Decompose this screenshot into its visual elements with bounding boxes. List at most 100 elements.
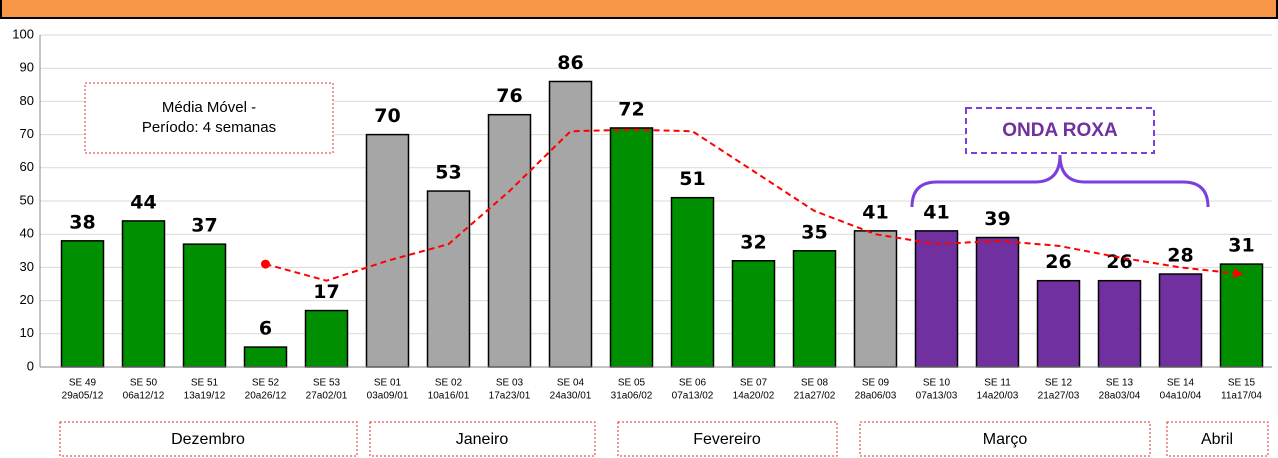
bar xyxy=(609,127,654,368)
x-tick-label: SE 06 xyxy=(679,378,707,389)
x-tick-label: SE 52 xyxy=(252,378,280,389)
x-tick-sublabel: 07a13/03 xyxy=(916,391,958,402)
month-box xyxy=(617,421,838,457)
x-tick-sublabel: 28a03/04 xyxy=(1099,391,1141,402)
y-tick-label: 40 xyxy=(20,226,34,241)
x-tick-sublabel: 10a16/01 xyxy=(428,391,470,402)
note: Média Móvel - xyxy=(162,99,256,116)
value-label: 72 xyxy=(618,98,644,120)
value-label: 17 xyxy=(313,281,339,303)
value-label: 26 xyxy=(1045,251,1071,273)
y-tick-label: 10 xyxy=(20,325,34,340)
value-label: 44 xyxy=(130,191,156,213)
bar xyxy=(670,196,715,368)
value-label: 76 xyxy=(496,85,522,107)
x-tick-label: SE 01 xyxy=(374,378,402,389)
month-label: Janeiro xyxy=(456,431,509,448)
x-tick-sublabel: 11a17/04 xyxy=(1221,391,1262,402)
x-tick-sublabel: 03a09/01 xyxy=(367,391,409,402)
x-tick-label: SE 11 xyxy=(984,378,1011,389)
y-tick-label: 70 xyxy=(20,126,34,141)
value-label: 32 xyxy=(740,231,766,253)
y-tick-label: 100 xyxy=(12,26,34,41)
bar xyxy=(243,346,288,368)
x-tick-label: SE 14 xyxy=(1167,378,1195,389)
value-label: 51 xyxy=(679,168,705,190)
value-label: 31 xyxy=(1228,235,1254,257)
value-label: 53 xyxy=(435,162,461,184)
x-tick-label: SE 15 xyxy=(1228,378,1256,389)
x-tick-sublabel: 31a06/02 xyxy=(611,391,653,402)
value-label: 41 xyxy=(923,201,949,223)
month-label: Dezembro xyxy=(171,431,245,448)
y-tick-label: 80 xyxy=(20,93,34,108)
wave-label: ONDA ROXA xyxy=(1002,120,1118,141)
bar xyxy=(731,260,776,368)
x-tick-label: SE 13 xyxy=(1106,378,1134,389)
x-tick-label: SE 12 xyxy=(1045,378,1073,389)
bar xyxy=(182,243,227,368)
x-tick-sublabel: 21a27/02 xyxy=(794,391,836,402)
x-tick-label: SE 02 xyxy=(435,378,463,389)
month-box xyxy=(369,421,596,457)
x-tick-sublabel: 13a19/12 xyxy=(184,391,226,402)
header-bar xyxy=(0,0,1278,19)
y-tick-label: 90 xyxy=(20,60,34,75)
x-tick-sublabel: 28a06/03 xyxy=(855,391,897,402)
x-tick-sublabel: 14a20/02 xyxy=(733,391,775,402)
moving-average-line xyxy=(265,128,1244,282)
x-tick-label: SE 04 xyxy=(557,378,585,389)
value-label: 28 xyxy=(1167,245,1193,267)
x-tick-sublabel: 29a05/12 xyxy=(62,391,104,402)
x-tick-label: SE 07 xyxy=(740,378,768,389)
value-label: 26 xyxy=(1106,251,1132,273)
x-tick-sublabel: 04a10/04 xyxy=(1160,391,1202,402)
bar xyxy=(548,80,593,368)
value-label: 6 xyxy=(259,318,272,340)
x-tick-label: SE 50 xyxy=(130,378,158,389)
value-label: 70 xyxy=(374,105,400,127)
month-box xyxy=(1166,421,1269,457)
value-label: 35 xyxy=(801,221,827,243)
month-label: Março xyxy=(983,431,1028,448)
value-label: 41 xyxy=(862,201,888,223)
y-tick-label: 20 xyxy=(20,292,34,307)
x-tick-label: SE 51 xyxy=(191,378,219,389)
month-box xyxy=(859,421,1151,457)
months: Dezembro Janeiro Fevereiro Março Abril xyxy=(59,421,1269,457)
y-tick-label: 0 xyxy=(27,358,34,373)
x-tick-sublabel: 21a27/03 xyxy=(1038,391,1080,402)
bar xyxy=(853,230,898,368)
bar xyxy=(792,250,837,368)
x-tick-label: SE 05 xyxy=(618,378,646,389)
bar xyxy=(1219,263,1264,368)
y-tick-label: 50 xyxy=(20,192,34,207)
bar xyxy=(365,133,410,368)
x-tick-sublabel: 27a02/01 xyxy=(306,391,348,402)
x-tick-label: SE 49 xyxy=(69,378,97,389)
line-start xyxy=(261,259,270,269)
brace xyxy=(910,154,1210,208)
x-tick-label: SE 08 xyxy=(801,378,829,389)
bar xyxy=(1158,273,1203,368)
bar xyxy=(426,190,471,368)
bar xyxy=(1097,279,1142,368)
bar xyxy=(1036,279,1081,368)
month-box xyxy=(59,421,358,457)
value-label: 37 xyxy=(191,215,217,237)
bar xyxy=(914,230,959,368)
note-box xyxy=(84,82,334,154)
bar xyxy=(121,220,166,368)
x-tick-sublabel: 17a23/01 xyxy=(489,391,531,402)
value-label: 39 xyxy=(984,208,1010,230)
x-tick-sublabel: 20a26/12 xyxy=(245,391,287,402)
wave-box xyxy=(965,107,1155,154)
value-label: 86 xyxy=(557,52,583,74)
x-tick-label: SE 53 xyxy=(313,378,341,389)
bar xyxy=(975,236,1020,368)
month-label: Fevereiro xyxy=(693,431,761,448)
note: Período: 4 semanas xyxy=(142,119,276,136)
month-label: Abril xyxy=(1201,431,1233,448)
x-tick-label: SE 03 xyxy=(496,378,524,389)
